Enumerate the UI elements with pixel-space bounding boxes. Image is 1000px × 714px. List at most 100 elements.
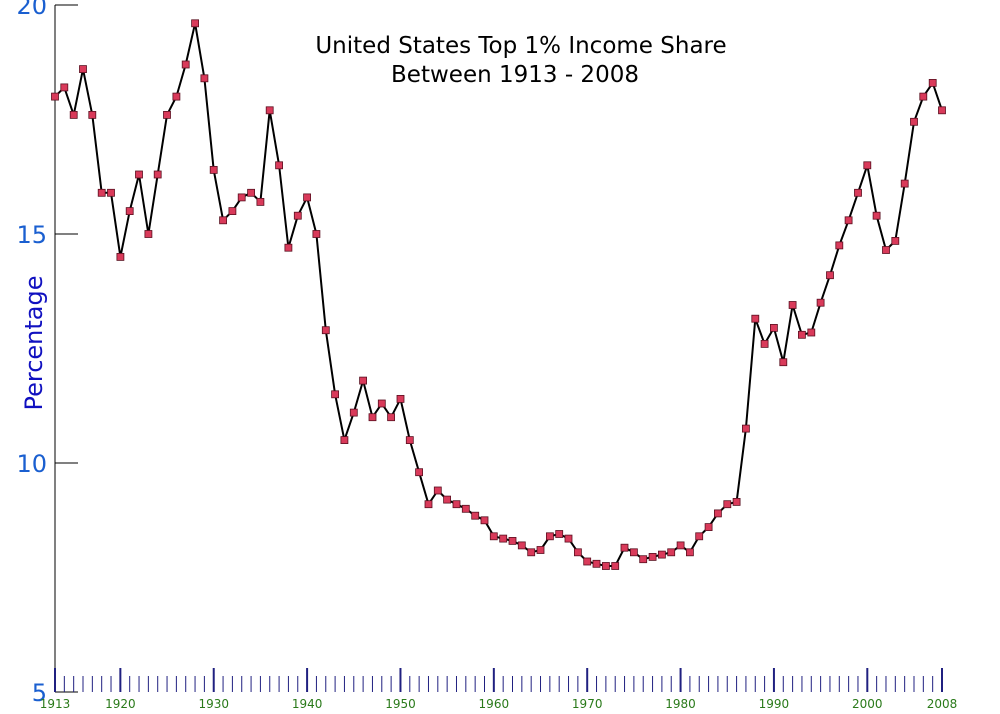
- data-point: [517, 541, 526, 550]
- data-point: [816, 298, 825, 307]
- data-point: [826, 271, 834, 280]
- data-point: [779, 358, 788, 367]
- data-point: [163, 111, 171, 119]
- x-tick-label: 1940: [292, 697, 323, 711]
- x-tick-label: 1970: [572, 697, 603, 711]
- data-point: [191, 19, 200, 28]
- y-tick-label: 15: [16, 221, 47, 249]
- data-point: [219, 216, 228, 225]
- data-point: [480, 516, 489, 525]
- data-point: [611, 562, 620, 570]
- data-point: [499, 534, 508, 543]
- y-axis-label: Percentage: [20, 275, 48, 410]
- x-tick-label: 1980: [665, 697, 696, 711]
- data-point: [891, 236, 900, 245]
- data-point: [686, 548, 694, 557]
- data-point: [135, 170, 143, 179]
- data-point: [60, 83, 69, 92]
- data-point: [405, 436, 414, 445]
- data-point: [555, 530, 564, 538]
- data-point: [602, 562, 610, 570]
- data-point: [564, 534, 573, 543]
- chart-title-line-2: Between 1913 - 2008: [391, 62, 639, 88]
- x-tick-label: 1920: [105, 697, 136, 711]
- data-point: [788, 301, 797, 309]
- data-point: [452, 500, 461, 509]
- data-point: [751, 314, 760, 323]
- data-point: [658, 550, 666, 559]
- data-point: [667, 548, 676, 557]
- y-tick-label: 20: [16, 0, 47, 20]
- data-point: [844, 216, 853, 225]
- data-point: [97, 188, 106, 197]
- data-point: [396, 394, 405, 403]
- data-point: [284, 243, 293, 252]
- data-point: [79, 65, 87, 73]
- data-point: [732, 497, 741, 506]
- data-point: [433, 486, 442, 495]
- x-tick-label: 1990: [759, 697, 790, 711]
- data-point: [443, 495, 452, 504]
- x-ticks: 1913 1920 1930 1940 1950 1960 1970 1980 1990 2000…: [40, 668, 958, 711]
- data-point: [415, 468, 424, 477]
- data-point: [265, 106, 274, 115]
- data-point: [275, 161, 284, 170]
- data-point: [387, 413, 396, 422]
- x-tick-label: 2000: [852, 697, 883, 711]
- data-point: [704, 523, 713, 531]
- data-point: [116, 252, 125, 261]
- data-point: [872, 211, 881, 220]
- data-point: [359, 376, 368, 385]
- data-point: [639, 555, 648, 564]
- data-point: [574, 548, 582, 557]
- y-tick-label: 10: [16, 450, 47, 478]
- series-top-1pct-share: [51, 19, 946, 570]
- data-point: [200, 74, 209, 83]
- data-point: [630, 548, 638, 557]
- data-point: [303, 193, 312, 202]
- data-point: [51, 92, 59, 101]
- data-point: [798, 330, 806, 339]
- data-point: [919, 92, 928, 101]
- data-point: [237, 193, 246, 202]
- data-point: [863, 161, 872, 170]
- y-ticks: 5 10 15 20: [16, 0, 78, 707]
- data-point: [760, 339, 769, 348]
- data-point: [331, 390, 340, 399]
- data-point: [312, 230, 321, 238]
- data-point: [349, 408, 358, 417]
- data-point: [489, 532, 498, 541]
- data-point: [592, 559, 601, 568]
- data-point: [770, 323, 778, 332]
- data-point: [153, 170, 162, 179]
- data-point: [723, 500, 732, 509]
- data-point: [546, 532, 554, 541]
- data-point: [835, 241, 844, 250]
- y-tick-label: 5: [32, 679, 47, 707]
- data-point: [938, 106, 946, 115]
- data-point: [172, 92, 181, 101]
- data-point: [293, 211, 302, 220]
- x-tick-label: 2008: [927, 697, 958, 711]
- data-point: [648, 553, 657, 561]
- data-point: [340, 436, 349, 445]
- data-point: [882, 246, 890, 254]
- x-tick-label: 1960: [479, 697, 510, 711]
- data-point: [910, 117, 918, 126]
- data-point: [424, 500, 433, 509]
- data-point: [527, 548, 536, 557]
- data-point: [88, 111, 97, 119]
- data-point: [928, 79, 937, 87]
- data-point: [583, 557, 592, 566]
- data-point: [742, 424, 750, 433]
- data-point: [471, 511, 480, 520]
- data-point: [461, 504, 470, 513]
- data-point: [125, 207, 134, 216]
- data-point: [536, 546, 545, 554]
- data-point: [368, 413, 377, 422]
- data-point: [228, 207, 237, 216]
- data-point: [854, 188, 862, 197]
- data-point: [714, 509, 722, 518]
- data-point: [807, 328, 816, 337]
